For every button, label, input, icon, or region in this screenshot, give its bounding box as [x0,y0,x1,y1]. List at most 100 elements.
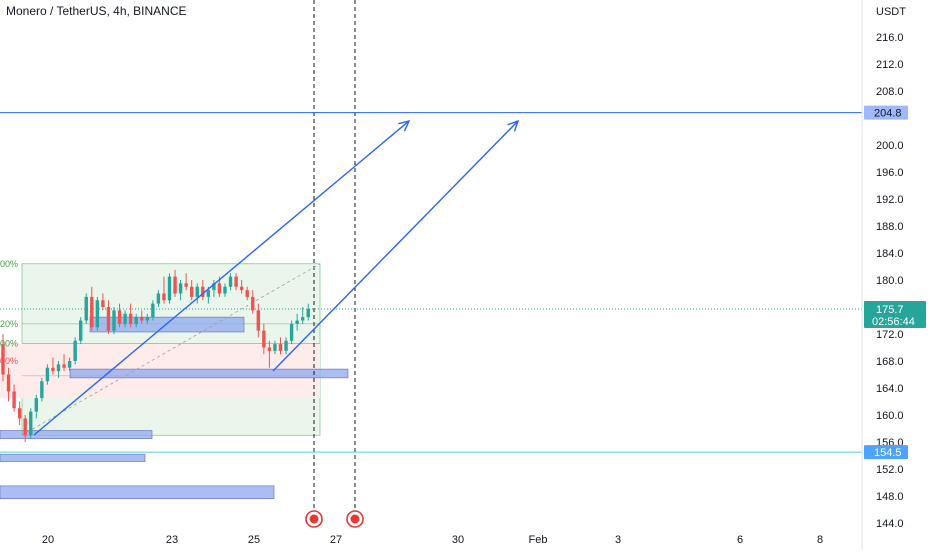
order-block [0,430,153,439]
price-tick-label: 168.0 [876,356,904,368]
candle-body [145,317,149,321]
current-price-badge [864,301,926,329]
candle-body [123,313,127,324]
candle-body [62,364,66,368]
fib-level-label: 00% [0,338,18,348]
price-tick-label: 180.0 [876,275,904,287]
order-block [0,453,146,462]
price-tick-label: 192.0 [876,194,904,206]
candle-body [245,290,249,297]
candle-body [195,286,199,297]
candle-body [134,317,138,324]
candle-body [128,313,133,324]
time-tick-label: 30 [452,534,464,546]
price-tick-label: 152.0 [876,464,904,476]
order-block [0,485,275,499]
price-tick-label: 200.0 [876,140,904,152]
candle-body [212,283,216,291]
price-tick-label: 172.0 [876,329,904,341]
candle-body [173,276,177,294]
price-tick-label: 184.0 [876,248,904,260]
time-tick-label: 3 [615,534,621,546]
candle-body [267,347,272,351]
candle-body [278,344,283,351]
chart-title: Monero / TetherUS, 4h, BINANCE [6,4,187,18]
candle-body [262,330,266,348]
candle-body [40,381,44,399]
candle-body [217,283,222,294]
countdown-label: 02:56:44 [872,316,915,328]
event-marker-icon [350,514,360,524]
candle-body [84,296,88,321]
candle-body [112,310,116,331]
price-axis-unit: USDT [876,6,906,18]
candle-body [29,411,33,436]
candle-body [117,310,122,324]
candle-body [239,286,244,291]
candle-body [67,361,72,368]
price-tick-label: 164.0 [876,383,904,395]
candle-body [228,276,233,287]
candle-body [306,309,310,318]
fib-level-label: 00% [0,356,18,366]
fib-level-label: 20% [0,319,18,329]
candle-body [201,286,205,297]
candle-body [95,300,100,328]
order-block [69,368,349,379]
time-tick-label: 20 [42,534,54,546]
candle-body [184,283,188,287]
order-block [89,316,245,333]
candle-body [12,391,16,409]
candle-body [284,340,288,351]
time-tick-label: 8 [817,534,823,546]
event-marker-icon [309,514,319,524]
projection-arrow-head [507,119,520,132]
candle-body [51,367,55,372]
price-tick-label: 144.0 [876,518,904,530]
resistance-badge-label: 204.8 [874,108,902,120]
candle-body [106,307,111,331]
candle-body [162,293,166,301]
time-tick-label: 23 [166,534,178,546]
candle-body [101,300,105,307]
candle-body [56,364,61,372]
candle-body [178,283,183,294]
candle-body [256,310,260,331]
candle-body [251,296,255,311]
candle-body [301,317,305,321]
candle-body [206,290,211,297]
candle-body [273,344,277,351]
candle-body [234,276,238,287]
resistance-badge [864,105,908,120]
price-tick-label: 160.0 [876,410,904,422]
candle-body [45,367,50,382]
candle-body [151,303,155,318]
projection-arrow-head [398,119,411,132]
support-badge [864,445,908,460]
candle-body [34,398,38,412]
candle-body [23,418,27,436]
candle-body [156,293,161,304]
candle-body [79,320,83,341]
price-tick-label: 148.0 [876,491,904,503]
candle-body [140,317,144,321]
candle-body [73,340,77,361]
candle-body [295,320,299,324]
candle-body [6,374,11,392]
price-tick-label: 212.0 [876,59,904,71]
price-tick-label: 188.0 [876,221,904,233]
projection-arrow [33,120,410,436]
candle-body [223,286,227,294]
price-tick-label: 216.0 [876,32,904,44]
time-tick-label: Feb [529,534,548,546]
time-tick-label: 27 [330,534,342,546]
candle-body [190,286,194,297]
price-tick-label: 208.0 [876,86,904,98]
time-tick-label: 25 [248,534,260,546]
candle-body [167,276,172,301]
candle-body [90,296,94,328]
fib-level-label: 00% [0,259,18,269]
candle-body [17,408,22,419]
